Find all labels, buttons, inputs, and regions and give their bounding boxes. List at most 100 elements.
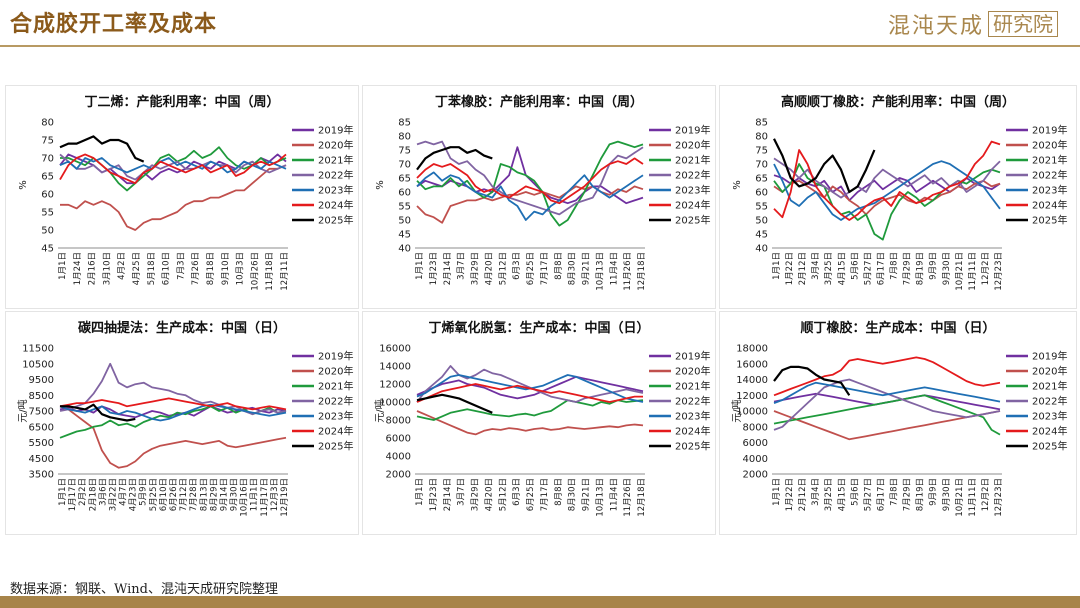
x-tick-label: 9月14日 <box>219 478 229 511</box>
x-tick-label: 7月26日 <box>191 252 201 285</box>
x-tick-label: 7月17日 <box>540 478 550 511</box>
y-tick-label: 6000 <box>743 438 768 449</box>
legend-label: 2022年 <box>318 395 353 408</box>
legend-label: 2021年 <box>1032 380 1067 393</box>
x-tick-label: 11月26日 <box>623 478 633 517</box>
x-tick-label: 6月26日 <box>169 478 179 511</box>
x-tick-label: 6月25日 <box>526 478 536 511</box>
x-tick-label: 9月21日 <box>582 252 592 285</box>
y-tick-label: 6000 <box>386 434 411 445</box>
x-tick-label: 6月25日 <box>526 252 536 285</box>
x-tick-label: 4月7日 <box>119 478 129 506</box>
series-line-2020 <box>60 164 287 231</box>
y-tick-label: 45 <box>755 230 768 241</box>
x-tick-label: 6月17日 <box>876 252 886 285</box>
x-tick-label: 4月2日 <box>117 252 127 280</box>
bottom-bar <box>0 596 1080 608</box>
x-tick-label: 8月19日 <box>916 478 926 511</box>
series-line-2021 <box>416 140 644 227</box>
series-line-2020 <box>773 410 1001 441</box>
x-tick-label: 7月8日 <box>890 252 900 280</box>
series-line-2022 <box>416 140 644 216</box>
series-line-2025 <box>60 403 136 422</box>
legend-label: 2023年 <box>318 184 353 197</box>
x-tick-label: 2月14日 <box>443 478 453 511</box>
x-tick-label: 2月12日 <box>798 478 808 511</box>
y-tick-label: 5500 <box>29 438 54 449</box>
y-tick-label: 2000 <box>386 470 411 481</box>
y-axis-label: % <box>732 180 743 190</box>
x-tick-label: 11月1日 <box>250 478 260 511</box>
legend-label: 2024年 <box>318 425 353 438</box>
y-tick-label: 65 <box>41 172 54 183</box>
y-tick-label: 65 <box>755 174 768 185</box>
legend-label: 2020年 <box>318 139 353 152</box>
x-tick-label: 7月29日 <box>903 252 913 285</box>
series-line-2024 <box>416 383 643 403</box>
x-tick-label: 10月21日 <box>955 478 965 517</box>
x-tick-label: 10月21日 <box>955 252 965 291</box>
y-tick-label: 16000 <box>379 344 411 355</box>
series-line-2025 <box>773 365 851 396</box>
x-tick-label: 5月9日 <box>139 478 149 506</box>
brand-logo: 混沌天成 研究院 <box>887 10 1058 39</box>
y-tick-label: 7500 <box>29 407 54 418</box>
x-tick-label: 11月11日 <box>968 252 978 291</box>
logo-text: 混沌天成 <box>887 14 984 39</box>
x-tick-label: 11月17日 <box>260 478 270 517</box>
chart-svg: 3500 4500 5500 6500 7500 8500 9500 10500 11500 元/… <box>16 344 353 517</box>
chart-panel-6: 顺丁橡胶：生产成本：中国（日） 2000 4000 6000 8000 10000 1200… <box>719 311 1077 535</box>
x-tick-label: 9月9日 <box>929 252 939 280</box>
legend-label: 2022年 <box>1032 395 1067 408</box>
x-tick-label: 8月13日 <box>199 478 209 511</box>
x-tick-label: 9月9日 <box>929 478 939 506</box>
x-tick-label: 1月17日 <box>68 478 78 511</box>
chart-title: 丁烯氧化脱氢：生产成本：中国（日） <box>428 321 650 336</box>
y-tick-label: 55 <box>41 208 54 219</box>
series-line-2020 <box>416 410 644 436</box>
x-tick-label: 8月19日 <box>916 252 926 285</box>
x-tick-label: 1月22日 <box>785 478 795 511</box>
x-tick-label: 10月13日 <box>595 252 605 291</box>
x-tick-label: 2月12日 <box>798 252 808 285</box>
x-tick-label: 12月11日 <box>280 252 290 291</box>
x-tick-label: 3月22日 <box>108 478 118 511</box>
legend-label: 2022年 <box>318 169 353 182</box>
y-tick-label: 14000 <box>379 362 411 373</box>
x-tick-label: 1月1日 <box>58 252 68 280</box>
x-tick-label: 2月16日 <box>88 252 98 285</box>
y-tick-label: 45 <box>398 230 411 241</box>
y-tick-label: 75 <box>41 136 54 147</box>
x-tick-label: 9月30日 <box>230 478 240 511</box>
x-tick-label: 8月8日 <box>554 252 564 280</box>
x-tick-label: 7月17日 <box>540 252 550 285</box>
x-tick-label: 2月2日 <box>78 478 88 506</box>
x-tick-label: 9月30日 <box>942 252 952 285</box>
y-tick-label: 8000 <box>386 416 411 427</box>
x-tick-label: 5月18日 <box>147 252 157 285</box>
y-tick-label: 10000 <box>379 398 411 409</box>
series-line-2019 <box>416 375 644 400</box>
chart-svg: 2000 4000 6000 8000 10000 12000 14000 16000 1800… <box>730 344 1067 517</box>
y-tick-label: 9500 <box>29 375 54 386</box>
legend-label: 2024年 <box>1032 199 1067 212</box>
y-tick-label: 75 <box>398 146 411 157</box>
x-tick-label: 3月25日 <box>824 252 834 285</box>
legend-label: 2019年 <box>318 350 353 363</box>
chart-title: 顺丁橡胶：生产成本：中国（日） <box>800 321 996 336</box>
legend-label: 2024年 <box>1032 425 1067 438</box>
chart-svg: 45 50 55 60 65 70 75 80% 1月1日 1月24日 2月16日 3月10日 4月2日… <box>18 118 353 291</box>
y-tick-label: 45 <box>41 244 54 255</box>
x-tick-label: 10月13日 <box>595 478 605 517</box>
y-tick-label: 10500 <box>22 359 54 370</box>
x-tick-label: 3月4日 <box>811 252 821 280</box>
x-tick-label: 4月20日 <box>484 478 494 511</box>
x-tick-label: 11月11日 <box>968 478 978 517</box>
x-tick-label: 1月23日 <box>429 478 439 511</box>
x-tick-label: 3月29日 <box>471 478 481 511</box>
legend-label: 2020年 <box>675 139 710 152</box>
legend-label: 2022年 <box>675 169 710 182</box>
y-tick-label: 60 <box>755 188 768 199</box>
y-tick-label: 14000 <box>736 375 768 386</box>
legend-label: 2023年 <box>318 410 353 423</box>
